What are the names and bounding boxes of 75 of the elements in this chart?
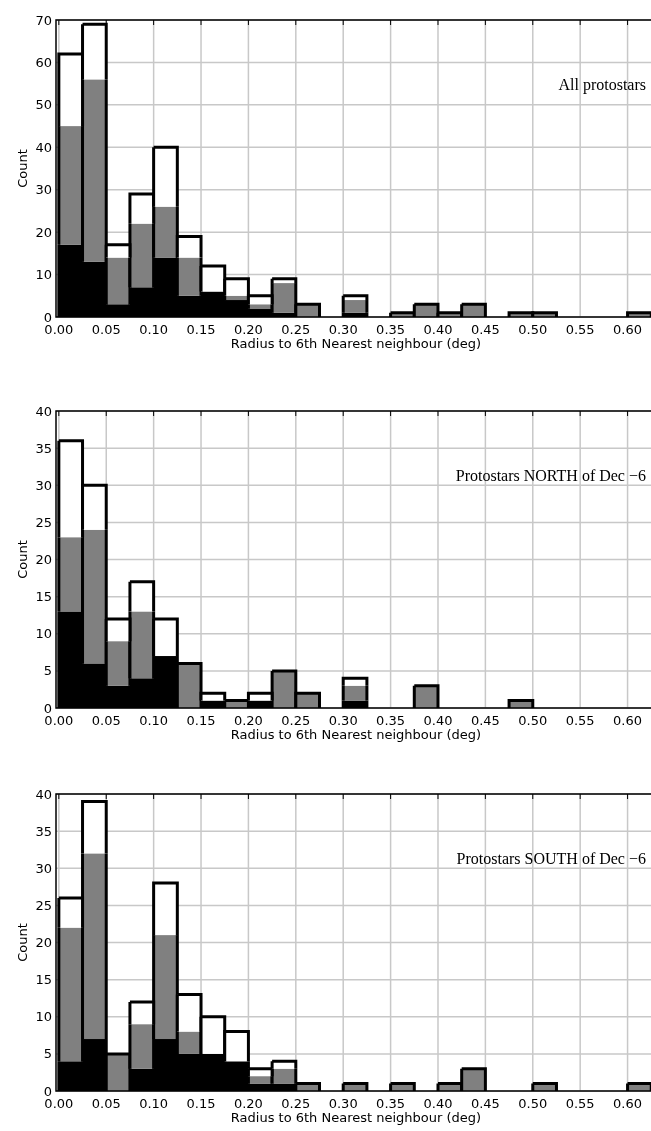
- x-tick-label: 0.60: [613, 713, 643, 728]
- y-tick-label: 15: [35, 589, 52, 605]
- x-tick-label: 0.45: [470, 713, 500, 728]
- y-tick-label: 30: [35, 860, 52, 876]
- y-tick-label: 10: [35, 626, 52, 642]
- x-tick-label: 0.40: [423, 1096, 453, 1111]
- y-tick-label: 25: [35, 897, 52, 913]
- y-tick-label: 0: [43, 309, 52, 325]
- x-tick-label: 0.50: [518, 713, 548, 728]
- x-tick-label: 0.40: [423, 322, 453, 337]
- y-tick-label: 40: [35, 403, 52, 419]
- x-axis-title: Radius to 6th Nearest neighbour (deg): [230, 727, 482, 742]
- x-tick-label: 0.30: [328, 1096, 358, 1111]
- x-tick-label: 0.20: [233, 713, 263, 728]
- x-tick-label: 0.20: [233, 1096, 263, 1111]
- y-tick-label: 15: [35, 972, 52, 988]
- x-tick-label: 0.15: [186, 322, 216, 337]
- y-axis-title: Count: [15, 540, 30, 579]
- y-tick-label: 30: [35, 182, 52, 198]
- x-tick-label: 0.30: [328, 713, 358, 728]
- x-tick-label: 0.00: [44, 1096, 74, 1111]
- x-tick-label: 0.10: [139, 1096, 169, 1111]
- y-tick-label: 35: [35, 823, 52, 839]
- x-tick-label: 0.55: [565, 322, 595, 337]
- x-tick-label: 0.60: [613, 322, 643, 337]
- x-tick-label: 0.50: [518, 322, 548, 337]
- x-tick-label: 0.60: [613, 1096, 643, 1111]
- y-tick-label: 20: [35, 552, 52, 567]
- x-tick-label: 0.25: [281, 1096, 311, 1111]
- x-tick-label: 0.25: [281, 322, 311, 337]
- y-tick-label: 0: [43, 1083, 52, 1099]
- y-axis-title: Count: [15, 149, 30, 188]
- x-tick-label: 0.35: [376, 1096, 406, 1111]
- x-tick-label: 0.15: [186, 1096, 216, 1111]
- y-tick-label: 40: [35, 139, 52, 155]
- y-tick-label: 60: [35, 54, 52, 70]
- y-tick-label: 50: [35, 97, 52, 113]
- x-tick-label: 0.10: [139, 713, 169, 728]
- x-axis-title: Radius to 6th Nearest neighbour (deg): [230, 336, 482, 351]
- x-axis-title: Radius to 6th Nearest neighbour (deg): [230, 1110, 482, 1125]
- x-tick-label: 0.20: [233, 322, 263, 337]
- x-tick-label: 0.15: [186, 713, 216, 728]
- x-tick-label: 0.55: [565, 1096, 595, 1111]
- annotation: Protostars SOUTH of Dec −6: [456, 850, 646, 867]
- x-tick-label: 0.40: [423, 713, 453, 728]
- y-axis-title: Count: [15, 923, 30, 962]
- x-tick-label: 0.05: [91, 713, 121, 728]
- y-tick-label: 40: [35, 786, 52, 802]
- y-tick-label: 30: [35, 477, 52, 493]
- x-tick-label: 0.30: [328, 322, 358, 337]
- x-tick-label: 0.05: [91, 322, 121, 337]
- bar: [341, 298, 369, 315]
- y-tick-label: 20: [35, 935, 52, 950]
- y-tick-label: 35: [35, 440, 52, 456]
- y-tick-label: 5: [43, 1046, 52, 1062]
- y-tick-label: 20: [35, 224, 52, 240]
- x-tick-label: 0.00: [44, 713, 74, 728]
- y-tick-label: 0: [43, 700, 52, 716]
- x-tick-label: 0.05: [91, 1096, 121, 1111]
- x-tick-label: 0.00: [44, 322, 74, 337]
- y-tick-label: 5: [43, 663, 52, 679]
- annotation: Protostars NORTH of Dec −6: [455, 467, 646, 484]
- annotation: All protostars: [558, 76, 646, 94]
- x-tick-label: 0.35: [376, 713, 406, 728]
- y-tick-label: 10: [35, 1009, 52, 1025]
- y-tick-label: 70: [35, 12, 52, 28]
- y-tick-label: 10: [35, 267, 52, 283]
- y-tick-label: 25: [35, 514, 52, 530]
- x-tick-label: 0.45: [470, 322, 500, 337]
- x-tick-label: 0.35: [376, 322, 406, 337]
- x-tick-label: 0.25: [281, 713, 311, 728]
- x-tick-label: 0.50: [518, 1096, 548, 1111]
- x-tick-label: 0.10: [139, 322, 169, 337]
- x-tick-label: 0.55: [565, 713, 595, 728]
- x-tick-label: 0.45: [470, 1096, 500, 1111]
